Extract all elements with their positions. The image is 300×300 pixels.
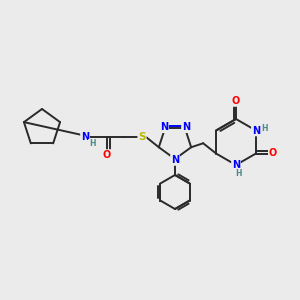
Text: N: N: [252, 125, 260, 136]
Text: N: N: [232, 160, 240, 170]
Text: N: N: [160, 122, 168, 132]
Text: H: H: [262, 124, 268, 133]
Text: N: N: [171, 155, 179, 165]
Text: S: S: [138, 132, 146, 142]
Text: H: H: [89, 140, 95, 148]
Text: H: H: [235, 169, 241, 178]
Text: N: N: [182, 122, 190, 132]
Text: O: O: [269, 148, 277, 158]
Text: O: O: [232, 96, 240, 106]
Text: N: N: [81, 132, 89, 142]
Text: O: O: [103, 150, 111, 160]
